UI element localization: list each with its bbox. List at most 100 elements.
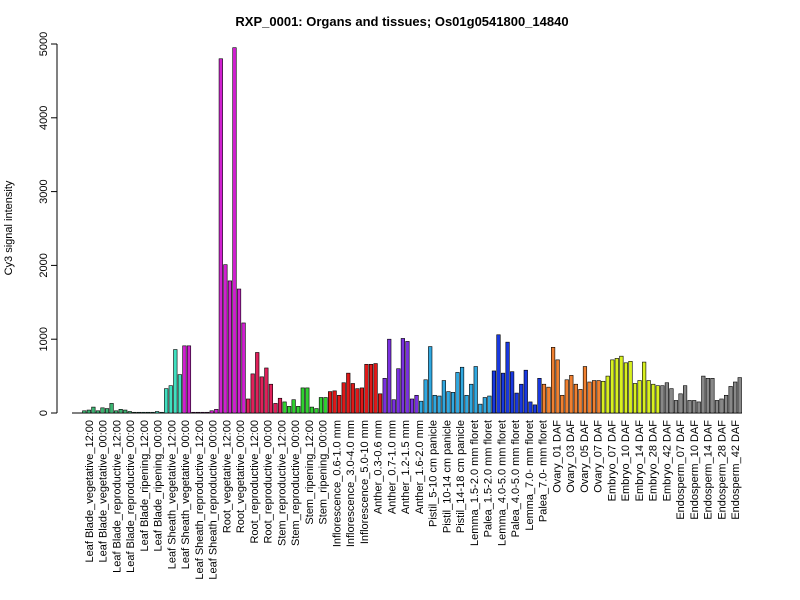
- x-tick-label: Embryo_14 DAF: [634, 420, 646, 502]
- bar: [651, 383, 656, 414]
- bar: [195, 411, 201, 414]
- bar: [145, 411, 151, 414]
- bar: [719, 398, 724, 414]
- bar: [419, 400, 424, 414]
- bar: [737, 377, 742, 414]
- x-tick-label: Lemma_7.0- mm floret: [524, 420, 536, 531]
- bar: [473, 366, 478, 414]
- y-axis: 0 1000 2000 3000 4000 5000: [38, 32, 58, 416]
- bar: [155, 411, 160, 414]
- bar: [482, 397, 487, 414]
- bar: [159, 411, 164, 414]
- x-tick-label: Palea_7.0- mm floret: [538, 420, 550, 522]
- bar: [523, 369, 528, 414]
- bar: [437, 395, 442, 414]
- x-tick-label: Leaf Sheath_reproductive_00:00: [208, 420, 220, 580]
- x-tick-label: Leaf Blade_ripening_12:00: [139, 420, 151, 552]
- bar: [664, 382, 669, 414]
- bar: [546, 386, 551, 414]
- bar: [637, 380, 642, 414]
- x-tick-label: Endosperm_10 DAF: [689, 420, 701, 520]
- bar: [564, 379, 569, 414]
- x-tick-label: Leaf Blade_reproductive_00:00: [125, 420, 137, 573]
- x-tick-label: Palea_1.5-2.0 mm floret: [483, 420, 495, 537]
- bar: [646, 380, 651, 414]
- bar: [683, 385, 688, 414]
- x-tick-label: Leaf Sheath_vegetative_00:00: [180, 420, 192, 569]
- x-tick-label: Root_vegetative_12:00: [221, 420, 233, 533]
- x-tick-label: Root_reproductive_00:00: [263, 420, 275, 544]
- y-tick-label: 2000: [38, 253, 50, 277]
- bar: [91, 406, 96, 414]
- x-tick-label: Anther_1.6-2.0 mm: [414, 420, 426, 514]
- bar: [591, 380, 597, 414]
- x-tick-label: Embryo_10 DAF: [620, 420, 632, 502]
- x-tick-label: Ovary_01 DAF: [551, 420, 563, 493]
- x-tick-label: Lemma_1.5-2.0 mm floret: [469, 420, 481, 546]
- bar: [387, 338, 392, 414]
- bar: [227, 280, 233, 414]
- bar: [610, 359, 615, 414]
- bar: [400, 338, 405, 414]
- bar: [259, 376, 264, 414]
- bar: [628, 361, 633, 414]
- bar: [441, 380, 446, 414]
- bar: [250, 373, 255, 414]
- bar: [355, 388, 360, 414]
- bar: [346, 372, 351, 414]
- bar: [519, 383, 524, 414]
- x-tick-label: Ovary_03 DAF: [565, 420, 577, 493]
- bar: [327, 391, 333, 414]
- bar: [296, 406, 301, 414]
- bar: [446, 391, 451, 414]
- bar: [205, 411, 210, 414]
- bar: [214, 409, 219, 414]
- bar: [305, 387, 310, 414]
- bar: [487, 395, 492, 414]
- bar: [114, 410, 119, 414]
- bar: [182, 345, 187, 414]
- chart-title: RXP_0001: Organs and tissues; Os01g05418…: [235, 14, 568, 29]
- bar: [505, 341, 510, 414]
- bar: [337, 394, 342, 414]
- bar: [673, 400, 679, 414]
- bar: [86, 409, 91, 414]
- bar: [291, 399, 296, 414]
- bar: [209, 410, 214, 414]
- bar: [104, 408, 110, 414]
- bar: [264, 367, 269, 414]
- bar: [268, 383, 273, 414]
- x-tick-label: Leaf Blade_ripening_00:00: [153, 420, 165, 552]
- bar: [309, 406, 314, 414]
- bar: [596, 380, 601, 414]
- x-tick-label: Pistil_10-14 cm panicle: [441, 420, 453, 533]
- bar: [578, 389, 583, 414]
- bar: [669, 388, 674, 414]
- bar: [528, 401, 533, 414]
- x-tick-label: Anther_1.2-1.5 mm: [400, 420, 412, 514]
- x-tick-label: Embryo_07 DAF: [606, 420, 618, 502]
- x-tick-label: Root_vegetative_00:00: [235, 420, 247, 533]
- y-tick-label: 4000: [38, 106, 50, 130]
- bar: [414, 394, 419, 414]
- y-tick-label: 0: [38, 410, 50, 416]
- bar: [605, 375, 610, 414]
- x-tick-label: Embryo_42 DAF: [661, 420, 673, 502]
- x-tick-label: Root_reproductive_12:00: [249, 420, 261, 544]
- x-tick-label: Endosperm_14 DAF: [703, 420, 715, 520]
- bar: [255, 352, 260, 414]
- bar: [432, 394, 437, 414]
- bar: [341, 382, 346, 414]
- y-tick-label: 3000: [38, 179, 50, 203]
- bar: [551, 347, 556, 414]
- bar: [623, 362, 629, 414]
- bars: [82, 47, 742, 414]
- x-tick-labels: Leaf Blade_vegetative_12:00 Leaf Blade_ve…: [84, 420, 742, 580]
- bar: [619, 355, 624, 414]
- x-tick-label: Stem_ripening_12:00: [304, 420, 316, 525]
- bar: [478, 403, 483, 414]
- bar: [541, 383, 547, 414]
- x-tick-label: Leaf Blade_vegetative_12:00: [84, 420, 96, 563]
- bar: [173, 349, 178, 414]
